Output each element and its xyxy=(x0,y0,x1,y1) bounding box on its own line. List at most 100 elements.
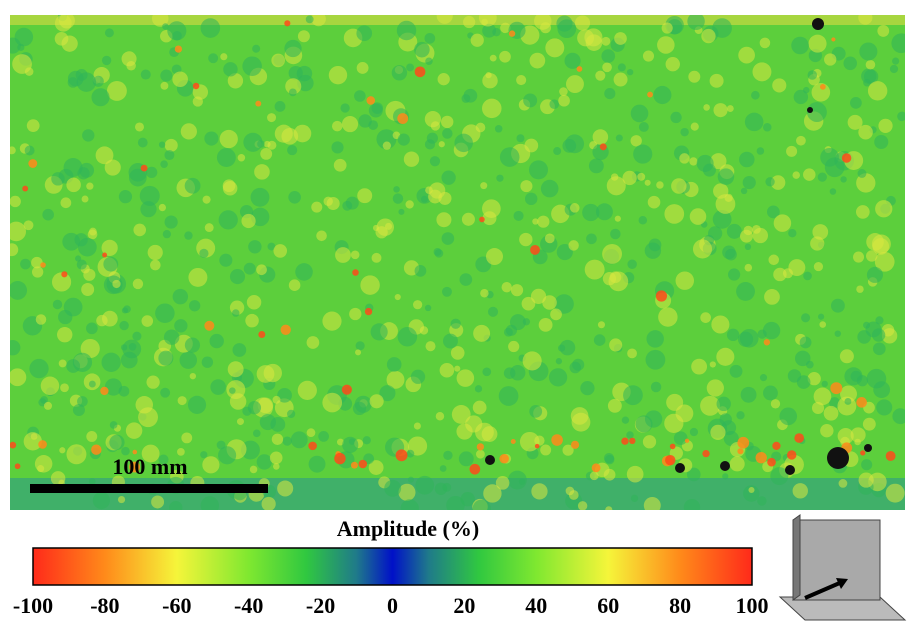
texture-spot xyxy=(513,210,524,221)
texture-spot xyxy=(229,387,236,394)
texture-spot xyxy=(272,395,281,404)
texture-spot xyxy=(475,449,485,459)
texture-spot xyxy=(272,463,280,470)
texture-spot xyxy=(397,326,418,347)
texture-spot xyxy=(288,190,301,204)
colorbar-tick-label: 20 xyxy=(453,593,475,618)
texture-spot xyxy=(755,451,767,464)
texture-spot xyxy=(180,123,197,140)
texture-spot xyxy=(791,36,809,55)
texture-spot xyxy=(813,387,832,406)
texture-spot xyxy=(808,34,827,53)
texture-spot xyxy=(446,495,465,510)
colorbar-tick-label: 100 xyxy=(736,593,769,618)
texture-spot xyxy=(119,320,129,331)
texture-spot xyxy=(151,495,165,509)
texture-spot xyxy=(102,252,108,258)
defect xyxy=(864,444,872,452)
texture-spot xyxy=(669,443,676,450)
texture-spot xyxy=(219,129,238,149)
texture-spot xyxy=(810,236,825,251)
texture-spot xyxy=(261,496,276,510)
texture-spot xyxy=(591,463,601,473)
texture-spot xyxy=(318,431,329,442)
texture-spot xyxy=(604,454,615,465)
texture-spot xyxy=(243,262,256,275)
texture-spot xyxy=(403,151,420,167)
texture-spot xyxy=(120,344,128,351)
texture-spot xyxy=(593,334,606,346)
texture-spot xyxy=(204,131,219,146)
texture-spot xyxy=(557,19,577,39)
texture-spot xyxy=(30,433,38,440)
texture-spot xyxy=(717,168,735,185)
texture-spot xyxy=(163,329,180,345)
texture-spot xyxy=(356,25,373,42)
texture-spot xyxy=(350,461,358,469)
texture-spot xyxy=(141,315,154,327)
texture-spot xyxy=(245,313,259,328)
texture-spot xyxy=(614,32,627,45)
texture-spot xyxy=(767,457,776,467)
texture-spot xyxy=(91,88,110,107)
texture-spot xyxy=(290,431,308,449)
texture-spot xyxy=(564,52,581,69)
texture-spot xyxy=(874,134,889,150)
texture-spot xyxy=(858,124,873,140)
texture-spot xyxy=(413,300,423,310)
texture-spot xyxy=(118,385,130,397)
texture-spot xyxy=(770,399,781,409)
texture-spot xyxy=(72,352,93,372)
texture-spot xyxy=(607,398,622,413)
texture-spot xyxy=(202,456,220,474)
texture-spot xyxy=(712,209,732,229)
texture-spot xyxy=(844,398,852,405)
texture-spot xyxy=(415,475,435,495)
texture-spot xyxy=(801,313,811,323)
texture-spot xyxy=(293,124,312,143)
texture-spot xyxy=(856,397,867,408)
texture-spot xyxy=(858,15,873,25)
texture-spot xyxy=(521,296,536,311)
texture-spot xyxy=(155,303,175,323)
texture-spot xyxy=(530,288,547,305)
texture-spot xyxy=(665,56,680,72)
texture-spot xyxy=(352,401,367,416)
texture-spot xyxy=(88,227,97,236)
texture-spot xyxy=(305,15,314,24)
texture-spot xyxy=(386,370,405,389)
texture-spot xyxy=(856,173,876,193)
texture-spot xyxy=(626,68,634,76)
texture-spot xyxy=(382,141,392,150)
texture-spot xyxy=(241,213,256,229)
texture-spot xyxy=(829,397,840,409)
texture-spot xyxy=(270,417,286,432)
texture-spot xyxy=(665,454,676,466)
texture-spot xyxy=(638,216,648,225)
texture-spot xyxy=(544,233,555,244)
texture-spot xyxy=(482,72,498,89)
defect xyxy=(485,455,495,465)
texture-spot xyxy=(630,104,649,123)
texture-spot xyxy=(803,86,810,94)
texture-spot xyxy=(501,282,512,293)
texture-spot xyxy=(150,259,161,271)
texture-spot xyxy=(162,230,172,239)
texture-spot xyxy=(738,46,755,64)
texture-spot xyxy=(271,433,284,445)
texture-spot xyxy=(333,158,347,172)
texture-spot xyxy=(744,263,753,272)
texture-spot xyxy=(340,103,350,113)
texture-spot xyxy=(429,156,441,167)
colorbar-tick-label: -100 xyxy=(13,593,53,618)
texture-spot xyxy=(569,203,580,213)
texture-spot xyxy=(792,483,808,499)
texture-spot xyxy=(66,444,87,465)
texture-spot xyxy=(54,15,72,32)
texture-spot xyxy=(364,307,373,316)
texture-spot xyxy=(823,405,839,421)
texture-spot xyxy=(498,386,519,406)
texture-spot xyxy=(819,83,826,90)
texture-spot xyxy=(615,134,623,142)
texture-spot xyxy=(847,114,863,130)
